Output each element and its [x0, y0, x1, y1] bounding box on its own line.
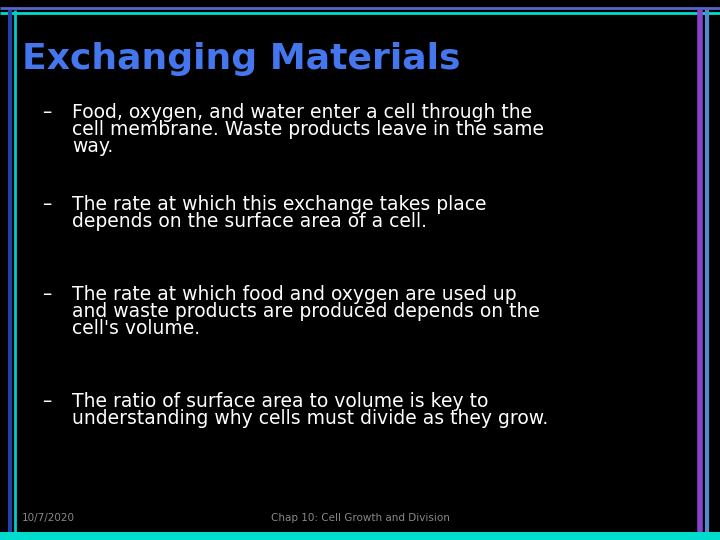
Text: The rate at which food and oxygen are used up: The rate at which food and oxygen are us…: [72, 285, 517, 304]
Text: way.: way.: [72, 137, 113, 156]
Text: –: –: [42, 392, 51, 411]
Text: –: –: [42, 103, 51, 122]
Text: –: –: [42, 195, 51, 214]
Text: Exchanging Materials: Exchanging Materials: [22, 42, 461, 76]
Text: depends on the surface area of a cell.: depends on the surface area of a cell.: [72, 212, 427, 231]
Text: The ratio of surface area to volume is key to: The ratio of surface area to volume is k…: [72, 392, 488, 411]
Text: understanding why cells must divide as they grow.: understanding why cells must divide as t…: [72, 409, 548, 428]
Text: cell membrane. Waste products leave in the same: cell membrane. Waste products leave in t…: [72, 120, 544, 139]
Text: –: –: [42, 285, 51, 304]
Text: Chap 10: Cell Growth and Division: Chap 10: Cell Growth and Division: [271, 513, 449, 523]
Text: The rate at which this exchange takes place: The rate at which this exchange takes pl…: [72, 195, 487, 214]
Text: 10/7/2020: 10/7/2020: [22, 513, 75, 523]
Text: Food, oxygen, and water enter a cell through the: Food, oxygen, and water enter a cell thr…: [72, 103, 532, 122]
Text: cell's volume.: cell's volume.: [72, 319, 200, 338]
Bar: [0, 532, 720, 540]
Text: and waste products are produced depends on the: and waste products are produced depends …: [72, 302, 540, 321]
